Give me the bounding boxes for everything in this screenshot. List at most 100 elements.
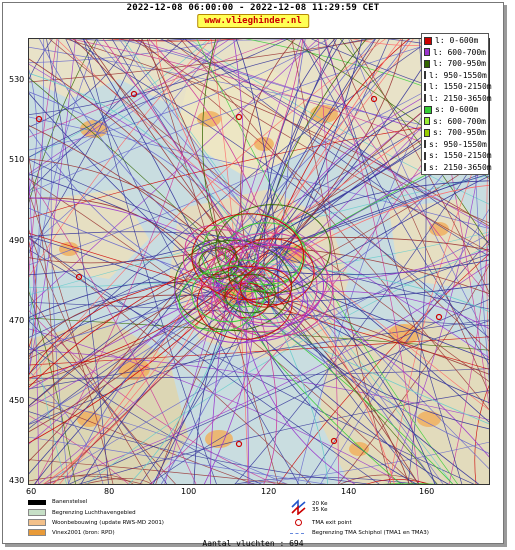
ke-label-20: 20 Ke xyxy=(312,501,328,507)
legend-airport-boundary: Begrenzing Luchthavengebied xyxy=(28,509,136,516)
flight-loop xyxy=(198,247,240,279)
legend-item[interactable]: s: 0-600m xyxy=(424,104,486,116)
flight-track xyxy=(166,39,312,41)
legend-swatch xyxy=(424,117,431,126)
flight-track xyxy=(29,91,255,243)
flight-track xyxy=(244,267,250,484)
flight-track xyxy=(222,284,454,484)
flight-loop xyxy=(174,243,305,344)
flight-track xyxy=(184,39,489,257)
flight-track xyxy=(209,39,304,283)
flight-track xyxy=(52,243,223,484)
legend-item[interactable]: l: 1550-2150m xyxy=(424,81,492,93)
flight-track xyxy=(323,39,463,484)
x-tick-140: 140 xyxy=(341,487,357,496)
x-tick-80: 80 xyxy=(104,487,115,496)
flight-loop xyxy=(224,222,307,286)
flight-track xyxy=(234,139,489,484)
ke-label-35: 35 Ke xyxy=(312,507,328,513)
legend-swatch xyxy=(424,82,426,91)
legend-item[interactable]: s: 1550-2150m xyxy=(424,150,492,162)
flight-loop xyxy=(191,265,266,323)
flight-loop xyxy=(209,232,328,324)
legend-runway: Banenstelsel xyxy=(28,499,87,505)
runway-label: Banenstelsel xyxy=(52,499,88,505)
flight-track xyxy=(149,320,489,484)
legend-label: s: 2150-3650m xyxy=(429,162,492,172)
flight-track xyxy=(43,233,489,484)
legend-label: s: 950-1550m xyxy=(429,139,487,149)
flight-track xyxy=(80,296,248,484)
flight-track xyxy=(164,39,302,484)
flight-track xyxy=(474,384,489,484)
flight-loop xyxy=(178,271,258,333)
legend-item[interactable]: s: 700-950m xyxy=(424,127,486,139)
flight-loop xyxy=(174,239,293,331)
flight-track xyxy=(268,242,436,484)
flight-track xyxy=(214,39,411,253)
flight-loop xyxy=(196,265,293,340)
legend-vinex: Vinex2001 (bron: RPD) xyxy=(28,529,115,536)
flight-track xyxy=(448,227,489,484)
flight-track xyxy=(29,245,240,388)
legend-swatch xyxy=(424,36,432,45)
flight-track xyxy=(65,39,489,227)
legend-tma-boundary: Begrenzing TMA Schiphol (TMA1 en TMA3) xyxy=(290,530,429,536)
legend-swatch xyxy=(424,71,426,80)
flight-track xyxy=(29,229,153,484)
flight-track xyxy=(29,249,269,379)
flight-track xyxy=(291,39,392,484)
x-tick-120: 120 xyxy=(261,487,277,496)
legend-item[interactable]: l: 950-1550m xyxy=(424,70,487,82)
legend-swatch xyxy=(424,163,426,172)
flight-track xyxy=(67,268,255,484)
tma-exit-points xyxy=(35,90,443,448)
flight-track xyxy=(274,279,395,484)
flight-track xyxy=(39,39,222,260)
flight-track xyxy=(29,270,243,407)
tma-exit-label: TMA exit point xyxy=(312,519,352,526)
flight-track xyxy=(232,246,356,484)
flight-track xyxy=(245,39,344,266)
legend-item[interactable]: l: 2150-3650m xyxy=(424,93,492,105)
flight-track xyxy=(29,274,68,484)
legend-item[interactable]: l: 0-600m xyxy=(424,35,486,47)
flight-track xyxy=(29,39,212,278)
flight-track xyxy=(48,39,489,382)
legend-swatch xyxy=(424,128,431,137)
flight-track xyxy=(29,72,270,281)
flight-track xyxy=(160,39,489,244)
legend-item[interactable]: l: 700-950m xyxy=(424,58,486,70)
flight-track xyxy=(301,39,489,298)
flight-track xyxy=(29,236,312,484)
y-tick-470: 470 xyxy=(9,316,25,325)
legend-item[interactable]: s: 600-700m xyxy=(424,116,486,128)
flight-track xyxy=(337,264,489,484)
tma-boundary-icon xyxy=(290,532,304,534)
flight-track xyxy=(236,283,489,303)
flight-track xyxy=(29,158,271,304)
tma-boundary-label: Begrenzing TMA Schiphol (TMA1 en TMA3) xyxy=(312,530,429,536)
flight-track xyxy=(29,178,414,484)
x-tick-160: 160 xyxy=(419,487,435,496)
flight-track xyxy=(72,39,246,255)
x-tick-100: 100 xyxy=(181,487,197,496)
flight-track xyxy=(86,245,489,484)
site-link[interactable]: www.vlieghinder.nl xyxy=(197,14,309,28)
flight-track xyxy=(212,274,489,375)
legend-housing: Woonbebouwing (update RWS-MD 2001) xyxy=(28,519,164,526)
legend-item[interactable]: l: 600-700m xyxy=(424,47,486,59)
altitude-legend: l: 0-600m l: 600-700m l: 700-950m l: 950… xyxy=(421,33,492,175)
flight-track-map[interactable] xyxy=(28,38,490,485)
legend-label: l: 0-600m xyxy=(435,36,479,45)
legend-item[interactable]: s: 2150-3650m xyxy=(424,162,492,174)
legend-label: s: 700-950m xyxy=(433,128,486,137)
flight-track xyxy=(85,39,262,296)
time-range-title: 2022-12-08 06:00:00 - 2022-12-08 11:29:5… xyxy=(126,3,380,13)
legend-swatch xyxy=(424,105,432,114)
legend-swatch xyxy=(424,151,426,160)
flight-track xyxy=(29,248,210,462)
flight-track xyxy=(29,241,211,276)
legend-item[interactable]: s: 950-1550m xyxy=(424,139,487,151)
flight-track xyxy=(29,289,219,390)
